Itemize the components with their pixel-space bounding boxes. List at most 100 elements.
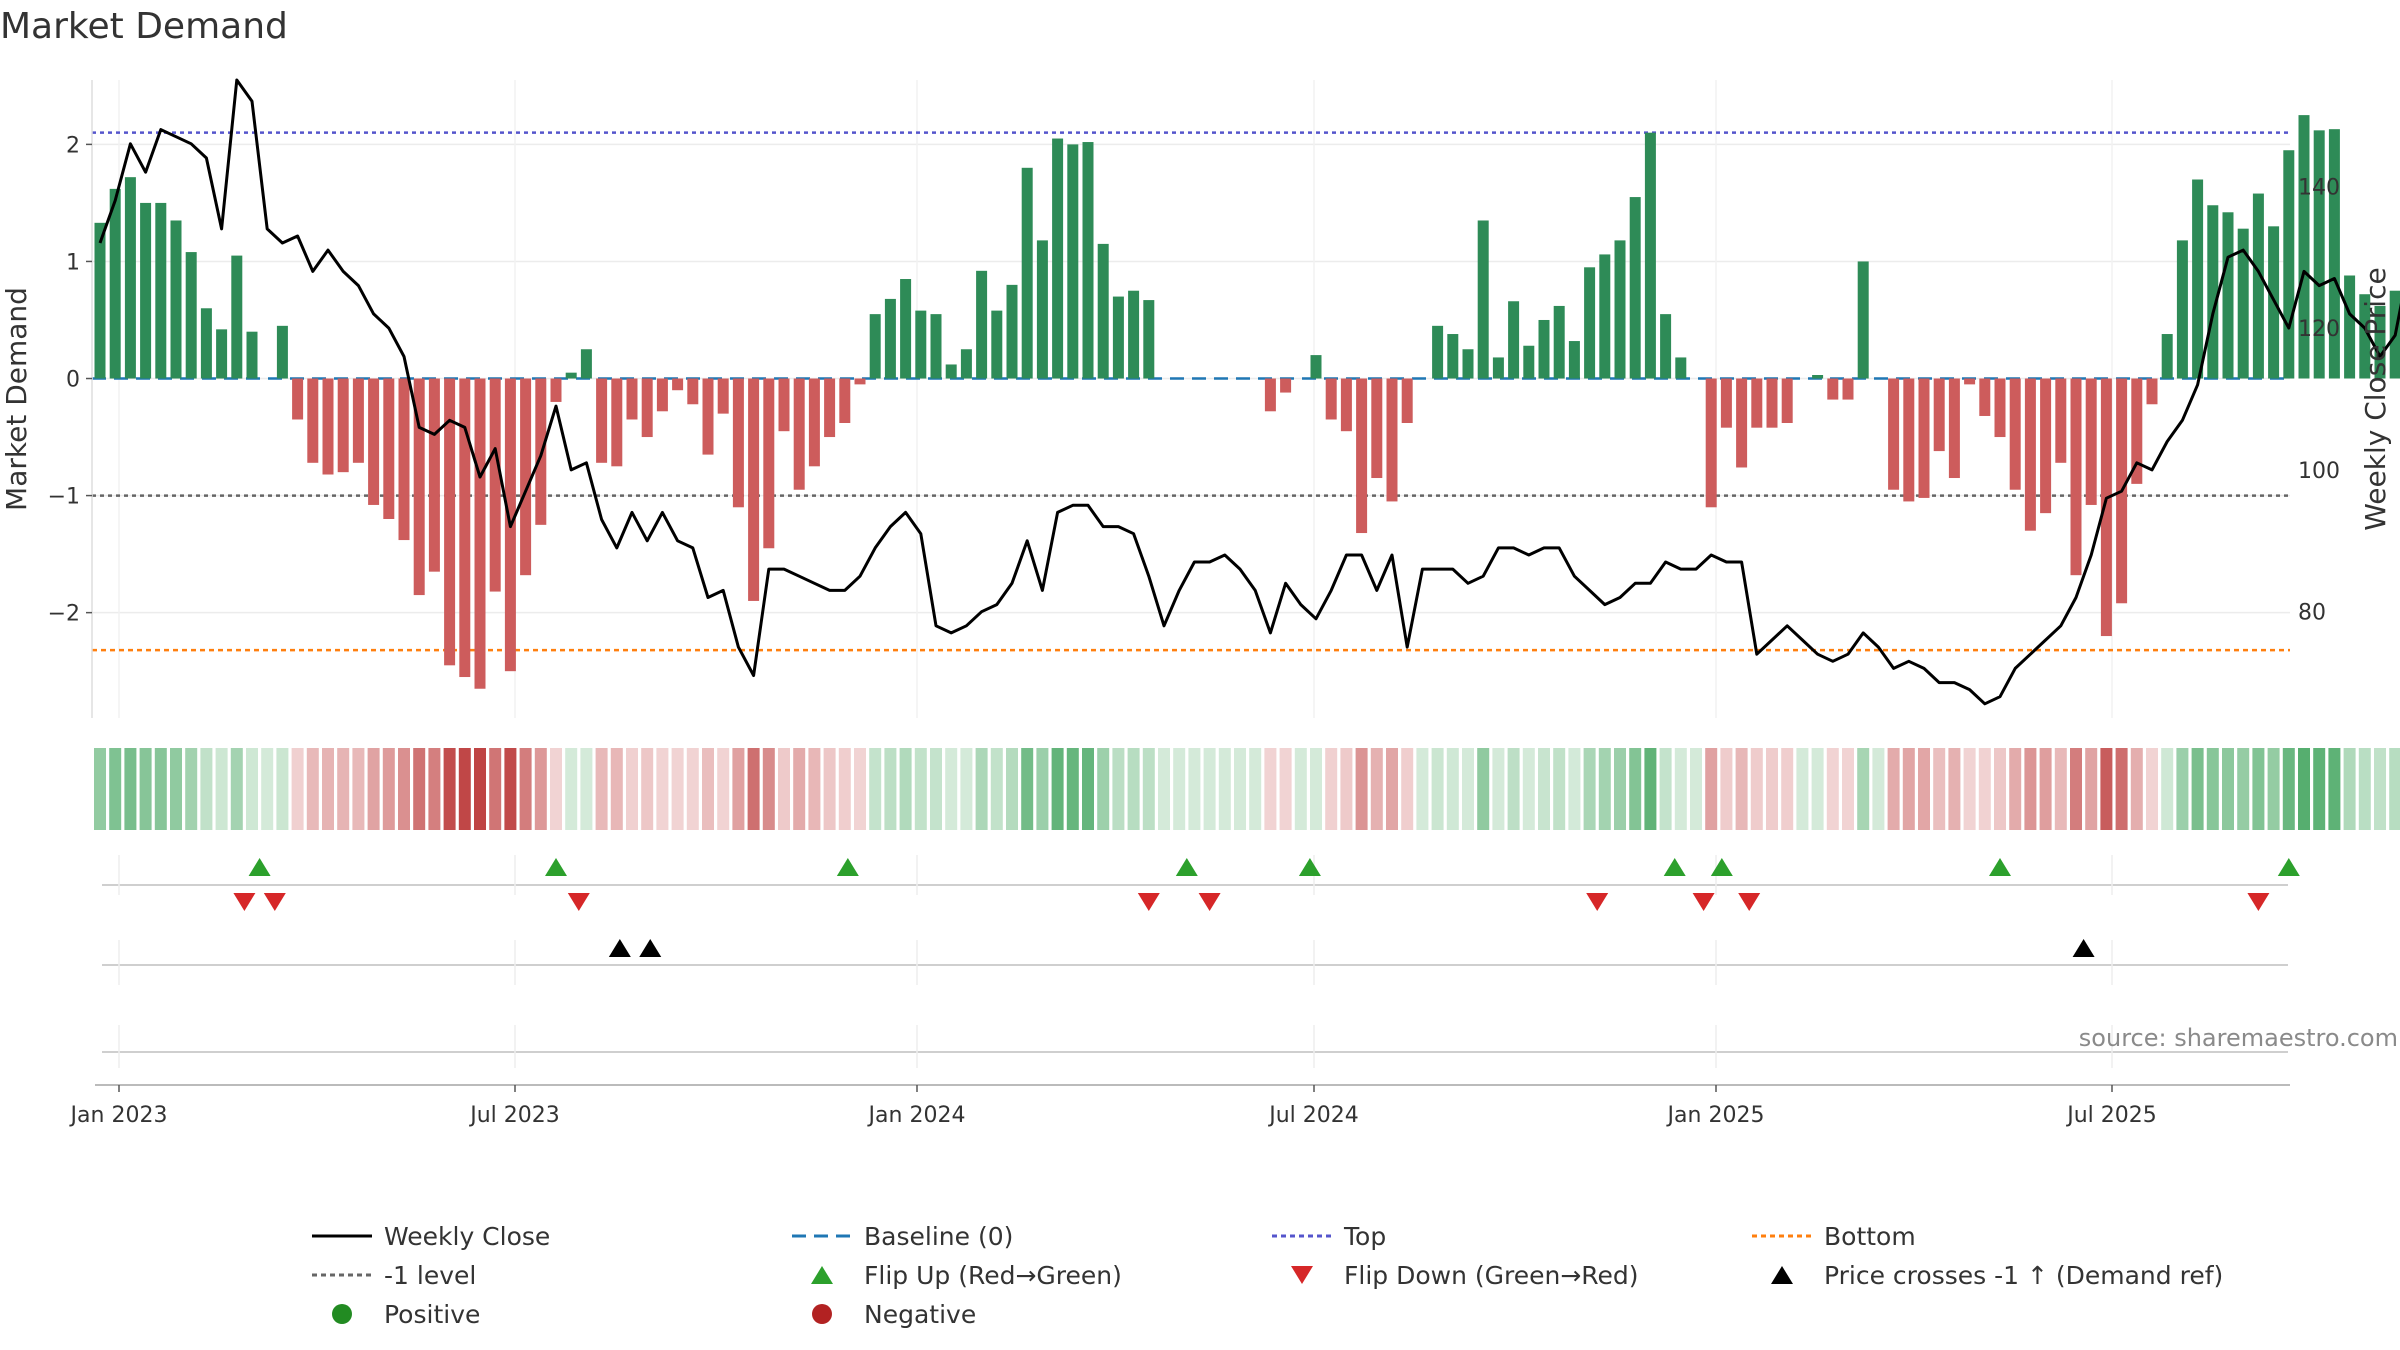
heat-cell — [580, 748, 593, 830]
demand-bar — [444, 378, 456, 666]
demand-bar — [1933, 378, 1945, 452]
demand-bar — [1386, 378, 1398, 502]
demand-bar — [763, 378, 775, 549]
heat-cell — [641, 748, 654, 830]
y-tick-label: 2 — [66, 133, 80, 158]
heat-cell — [2191, 748, 2204, 830]
demand-bar — [930, 314, 942, 379]
heat-cell — [291, 748, 304, 830]
heat-cell — [854, 748, 866, 830]
y2-axis-label: Weekly Close Price — [2359, 267, 2392, 530]
demand-bar — [170, 220, 182, 379]
heat-cell — [1158, 748, 1170, 830]
demand-bar — [2100, 378, 2112, 637]
heat-cell — [1492, 748, 1505, 830]
heat-cell — [1401, 748, 1414, 830]
heat-cell — [246, 748, 258, 830]
legend-swatch — [1771, 1266, 1793, 1284]
demand-bar — [1979, 378, 1991, 416]
demand-bar — [1508, 301, 1520, 379]
heat-cell — [762, 748, 775, 830]
demand-bar — [459, 378, 471, 678]
demand-bar — [915, 310, 927, 379]
demand-bar — [1462, 349, 1474, 379]
demand-bar — [1675, 357, 1687, 379]
heat-cell — [732, 748, 745, 830]
legend-label: Top — [1343, 1222, 1386, 1251]
heat-cell — [1659, 748, 1672, 830]
heat-cell — [1553, 748, 1566, 830]
demand-bar — [1994, 378, 2006, 438]
demand-bar — [2222, 212, 2234, 379]
heat-cell — [2237, 748, 2250, 830]
demand-bar — [1082, 142, 1094, 379]
heat-cell — [2313, 748, 2326, 830]
heat-cell — [1446, 748, 1459, 830]
heat-cell — [1674, 748, 1687, 830]
y-tick-label: −1 — [48, 485, 80, 510]
flip-up-marker — [1298, 858, 1321, 876]
heat-cell — [1082, 748, 1094, 830]
legend: Weekly Close Baseline (0) Top Bottom -1 leve… — [312, 1222, 2223, 1329]
heat-cell — [2222, 748, 2234, 830]
heat-cell — [945, 748, 958, 830]
heat-cell — [1006, 748, 1018, 830]
heat-cell — [1842, 748, 1854, 830]
demand-bar — [428, 378, 440, 572]
heat-cell — [109, 748, 122, 830]
axes: 2 1 0 −1 −2 140 120 100 80 Market Demand Weekly Cl… — [0, 80, 2392, 718]
heat-cell — [2161, 748, 2174, 830]
heat-cell — [1112, 748, 1125, 830]
demand-bar — [1112, 296, 1124, 379]
demand-bar — [1584, 267, 1596, 379]
heat-cell — [94, 748, 106, 830]
heat-cell — [2024, 748, 2037, 830]
heat-cell — [747, 748, 760, 830]
demand-bar — [1827, 378, 1839, 400]
heat-cell — [1097, 748, 1110, 830]
demand-bar — [1477, 220, 1489, 379]
demand-bar — [337, 378, 349, 473]
heat-cell — [1386, 748, 1398, 830]
demand-bar — [1736, 378, 1748, 468]
heat-cell — [504, 748, 517, 830]
heat-cell — [2298, 748, 2310, 830]
demand-bar — [276, 325, 288, 379]
demand-bar — [687, 378, 699, 405]
demand-bar — [702, 378, 714, 455]
demand-bar — [1097, 243, 1109, 379]
heat-cell — [565, 748, 578, 830]
heat-cell — [960, 748, 973, 830]
heat-cell — [1918, 748, 1930, 830]
demand-bar — [216, 329, 228, 379]
demand-bar — [2040, 378, 2052, 514]
heat-cell — [595, 748, 608, 830]
heat-cell — [1249, 748, 1262, 830]
heat-cell — [139, 748, 152, 830]
heat-cell — [2115, 748, 2128, 830]
heat-cell — [1872, 748, 1885, 830]
heat-cell — [2389, 748, 2400, 830]
heat-cell — [215, 748, 228, 830]
flip-down-marker — [1586, 893, 1609, 911]
demand-bar — [1492, 357, 1504, 379]
demand-bar — [1325, 378, 1337, 420]
y-tick-label: −2 — [48, 602, 80, 627]
heat-cell — [626, 748, 638, 830]
heat-cell — [474, 748, 486, 830]
demand-bar — [960, 349, 972, 379]
demand-bar — [1857, 261, 1869, 379]
x-tick-label: Jul 2025 — [2065, 1103, 2157, 1128]
demand-bar — [945, 364, 957, 379]
demand-bar — [368, 378, 380, 505]
flip-up-marker — [1710, 858, 1733, 876]
demand-bar — [641, 378, 653, 438]
flip-down-marker — [1137, 893, 1160, 911]
demand-bar — [2024, 378, 2036, 531]
demand-bar — [1903, 378, 1915, 502]
heat-cell — [352, 748, 365, 830]
heat-cell — [1644, 748, 1657, 830]
demand-bar — [383, 378, 395, 519]
y-axis-label: Market Demand — [0, 287, 33, 511]
demand-bar — [398, 378, 410, 541]
